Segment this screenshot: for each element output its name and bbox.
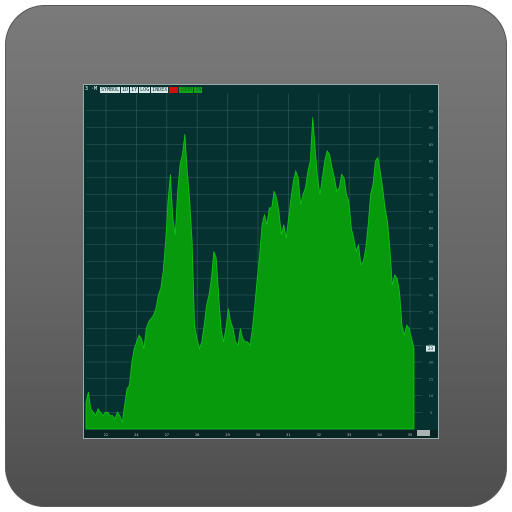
y-tick-label: 75	[429, 176, 433, 180]
stock-chart-panel[interactable]: 9590858075706560555045403530252015105232…	[83, 84, 439, 439]
x-axis-bar	[84, 430, 438, 438]
y-tick-label: 70	[429, 193, 433, 197]
y-tick-label: 60	[429, 227, 433, 231]
x-tick-label: 27	[165, 433, 169, 437]
app-icon-background: 9590858075706560555045403530252015105232…	[5, 5, 507, 507]
toolbar-button-symbol[interactable]: SYMBOL	[100, 86, 121, 93]
toolbar-record-indicator[interactable]	[169, 86, 179, 93]
chart-symbol-label: 3 ·M	[85, 86, 98, 92]
toolbar-button-zoom-in[interactable]: IN	[194, 86, 203, 93]
area-series-fill	[85, 117, 415, 430]
y-tick-label: 40	[429, 294, 433, 298]
y-tick-label: 90	[429, 126, 433, 130]
y-tick-label: 95	[429, 109, 433, 113]
x-tick-label: 30	[256, 433, 260, 437]
y-tick-label: 85	[429, 143, 433, 147]
y-tick-label: 65	[429, 210, 433, 214]
x-tick-label: 35	[408, 433, 412, 437]
x-tick-label: 24	[134, 433, 139, 437]
x-tick-label: 29	[225, 433, 229, 437]
toolbar-button-zoom[interactable]: ZOOM	[179, 86, 194, 93]
y-tick-label: 50	[429, 260, 433, 264]
y-tick-label: 35	[429, 310, 433, 314]
x-tick-label: 32	[317, 433, 321, 437]
x-tick-label: 22	[104, 433, 108, 437]
x-tick-label: 34	[377, 433, 382, 437]
y-tick-label: 30	[429, 327, 433, 331]
y-tick-label: 10	[429, 394, 433, 398]
toolbar-button-index[interactable]: INDEX	[151, 86, 169, 93]
last-value-box	[426, 345, 435, 352]
y-tick-label: 5	[430, 411, 432, 415]
y-tick-label: 45	[429, 277, 433, 281]
area-chart[interactable]: 9590858075706560555045403530252015105232…	[84, 85, 439, 439]
toolbar-button-range[interactable]: 1Y	[130, 86, 139, 93]
chart-scrollbar-thumb[interactable]	[417, 430, 430, 436]
toolbar-button-period[interactable]: 1D	[121, 86, 130, 93]
last-value-label: 23	[428, 346, 434, 351]
toolbar-button-scale[interactable]: LOG	[139, 86, 151, 93]
y-tick-label: 20	[429, 361, 433, 365]
y-tick-label: 15	[429, 377, 433, 381]
y-tick-label: 55	[429, 243, 433, 247]
chart-toolbar: 3 ·M SYMBOL 1D 1Y LOG INDEX ZOOM IN	[84, 85, 438, 94]
x-tick-label: 33	[347, 433, 351, 437]
x-tick-label: 28	[195, 433, 199, 437]
y-tick-label: 80	[429, 160, 433, 164]
x-tick-label: 31	[286, 433, 290, 437]
